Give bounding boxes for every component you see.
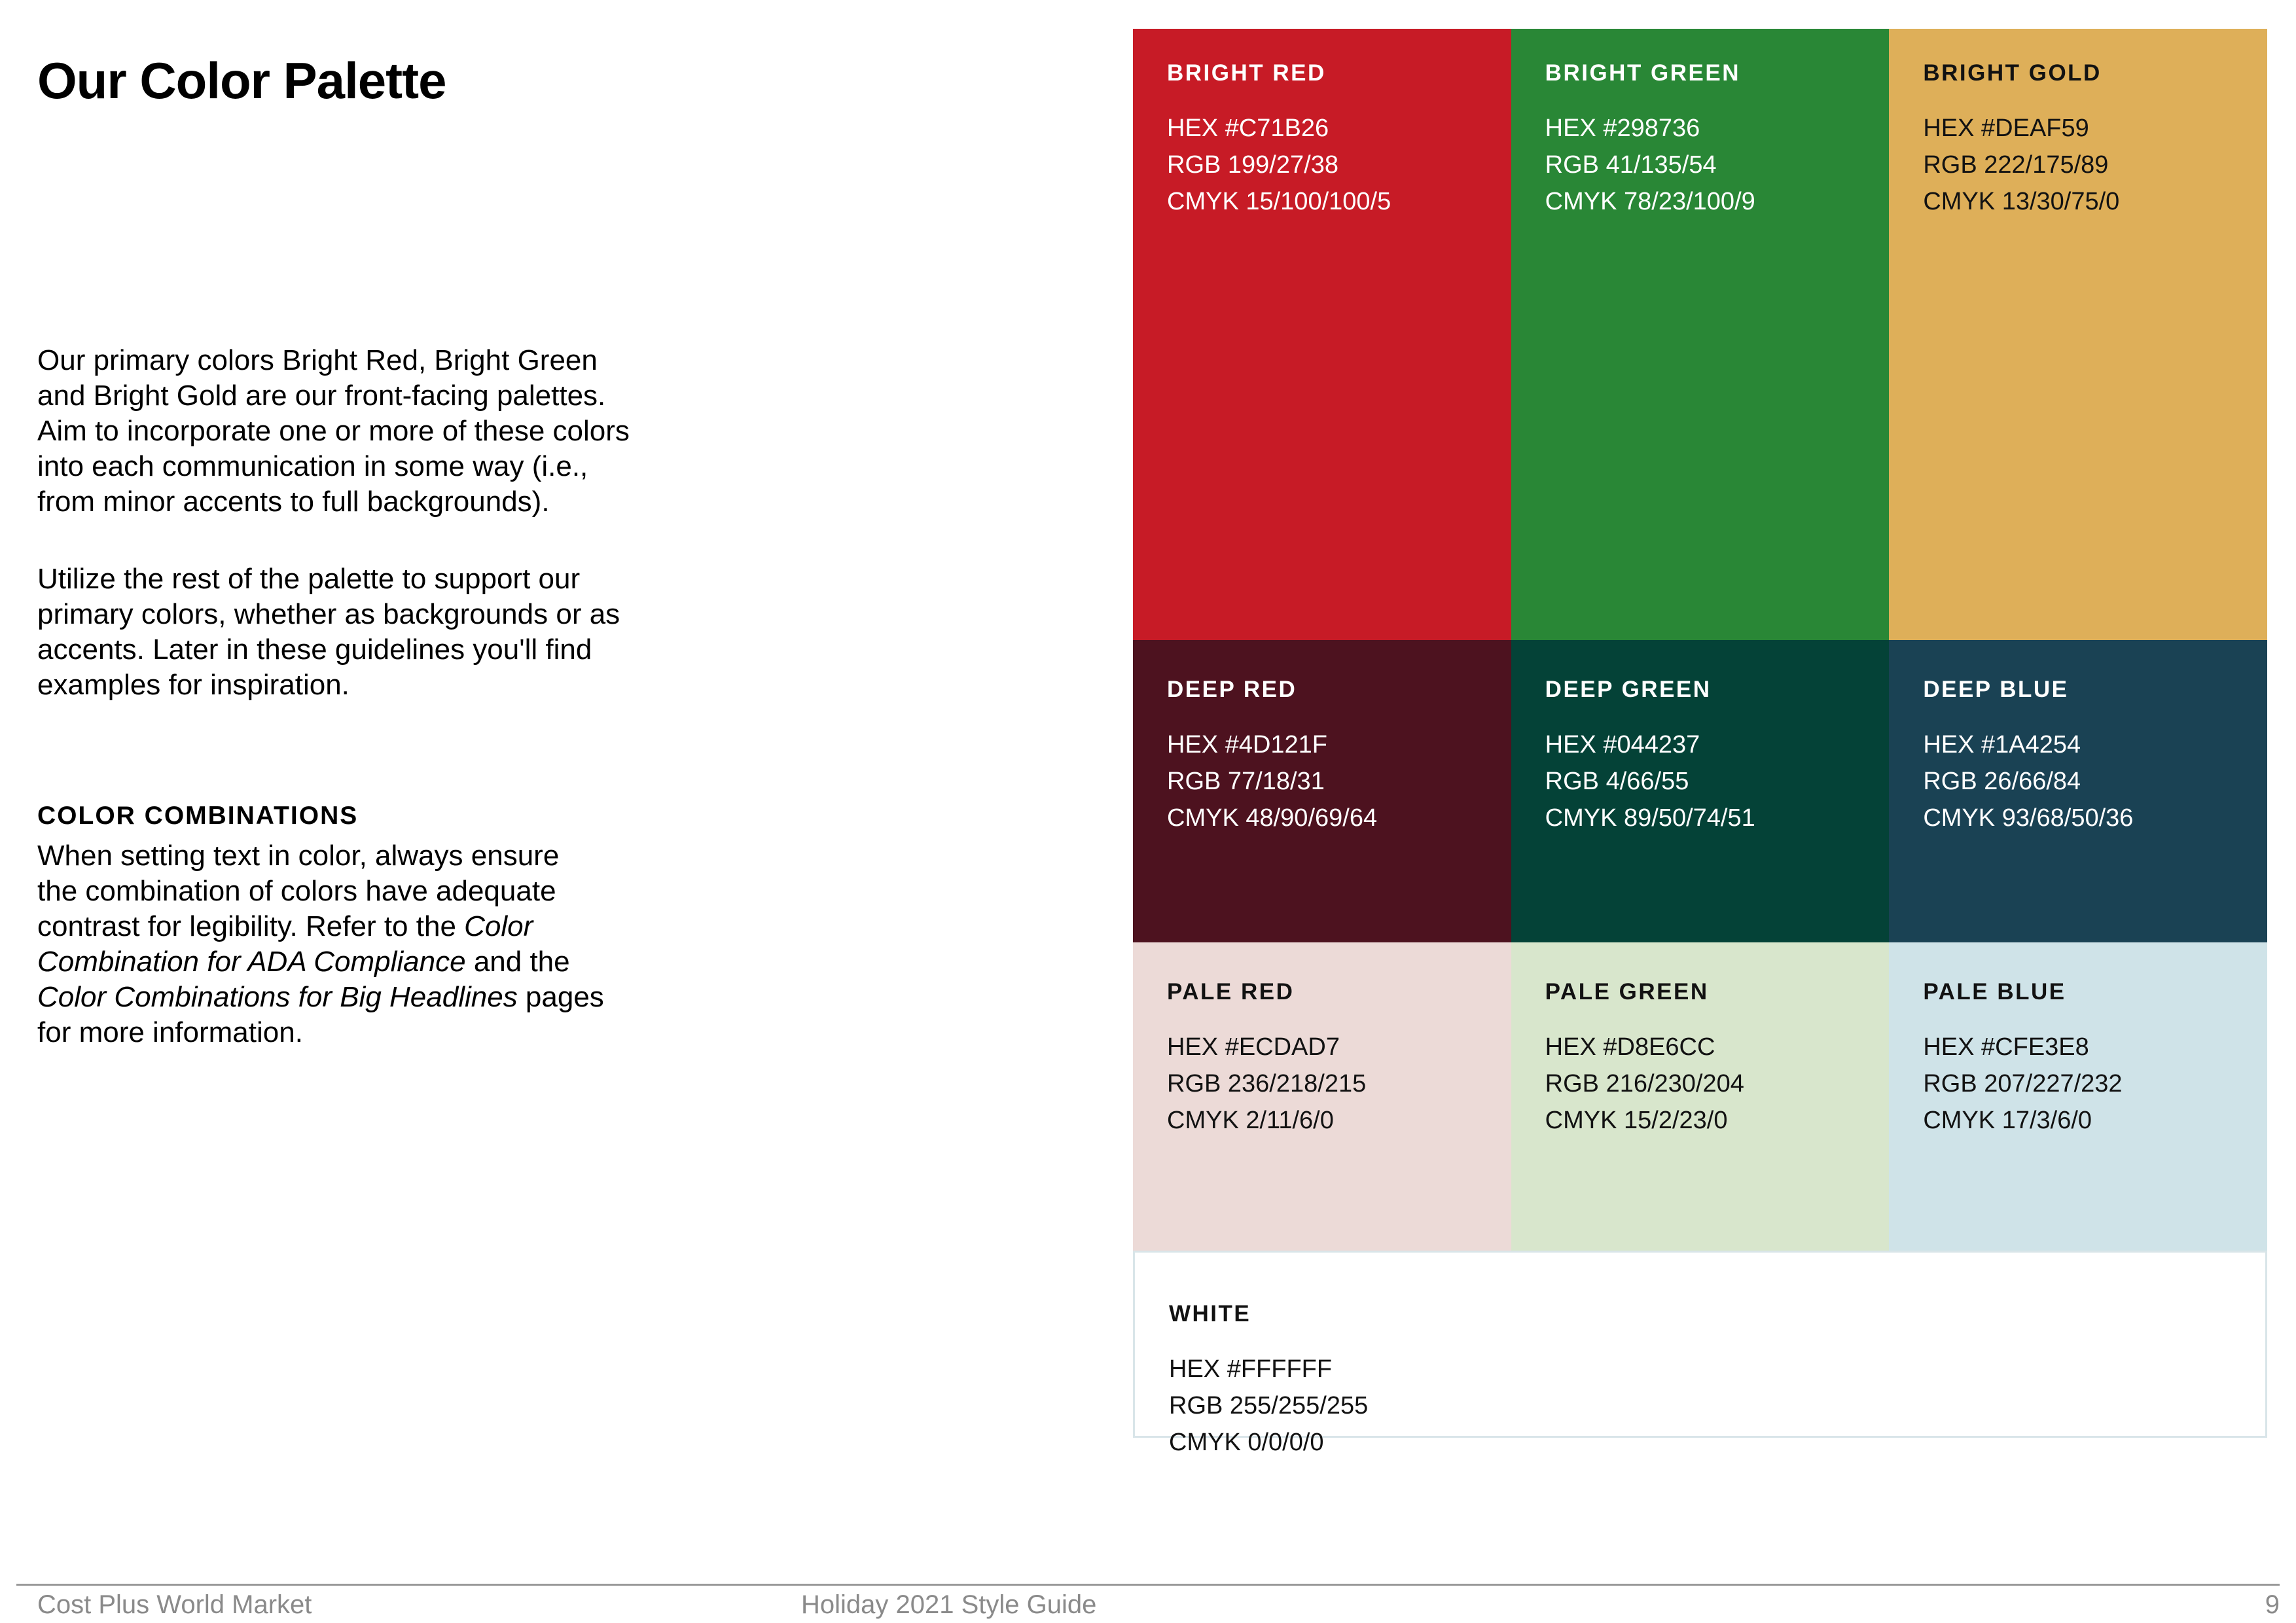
swatch-name: WHITE [1169,1301,1251,1327]
footer-page-number: 9 [2265,1590,2280,1619]
swatch-rgb: RGB 199/27/38 [1167,151,1338,179]
swatch-deep-green: DEEP GREEN HEX #044237 RGB 4/66/55 CMYK … [1511,640,1890,942]
pale-row: PALE RED HEX #ECDAD7 RGB 236/218/215 CMY… [1133,942,2268,1251]
swatch-name: PALE RED [1167,979,1295,1005]
swatch-cmyk: CMYK 93/68/50/36 [1923,804,2134,832]
swatch-cmyk: CMYK 2/11/6/0 [1167,1107,1334,1134]
swatch-rgb: RGB 236/218/215 [1167,1070,1367,1097]
swatch-hex: HEX #C71B26 [1167,115,1329,142]
swatch-hex: HEX #4D121F [1167,731,1328,758]
swatch-cmyk: CMYK 89/50/74/51 [1545,804,1755,832]
swatch-rgb: RGB 216/230/204 [1545,1070,1744,1097]
swatch-cmyk: CMYK 0/0/0/0 [1169,1429,1324,1456]
swatch-name: DEEP BLUE [1923,677,2069,702]
swatch-cmyk: CMYK 15/2/23/0 [1545,1107,1728,1134]
swatch-bright-red: BRIGHT RED HEX #C71B26 RGB 199/27/38 CMY… [1133,29,1511,640]
intro-paragraph: Our primary colors Bright Red, Bright Gr… [37,344,630,518]
swatch-rgb: RGB 77/18/31 [1167,768,1325,795]
footer-brand: Cost Plus World Market [37,1590,312,1619]
swatch-rgb: RGB 26/66/84 [1923,768,2081,795]
swatch-hex: HEX #1A4254 [1923,731,2081,758]
swatch-hex: HEX #298736 [1545,115,1700,142]
swatch-rgb: RGB 41/135/54 [1545,151,1717,179]
deep-row: DEEP RED HEX #4D121F RGB 77/18/31 CMYK 4… [1133,640,2268,942]
swatch-white: WHITE HEX #FFFFFF RGB 255/255/255 CMYK 0… [1133,1251,2267,1456]
swatch-bright-gold: BRIGHT GOLD HEX #DEAF59 RGB 222/175/89 C… [1889,29,2268,640]
swatch-name: BRIGHT GOLD [1923,60,2102,86]
footer-doc-title: Holiday 2021 Style Guide [801,1590,1097,1619]
swatch-name: PALE BLUE [1923,979,2066,1005]
swatch-rgb: RGB 222/175/89 [1923,151,2109,179]
swatch-hex: HEX #FFFFFF [1169,1355,1333,1383]
swatch-rgb: RGB 207/227/232 [1923,1070,2123,1097]
bright-row: BRIGHT RED HEX #C71B26 RGB 199/27/38 CMY… [1133,29,2268,640]
swatch-cmyk: CMYK 15/100/100/5 [1167,188,1391,215]
swatch-name: PALE GREEN [1545,979,1709,1005]
swatch-cmyk: CMYK 13/30/75/0 [1923,188,2120,215]
palette-grid: BRIGHT RED HEX #C71B26 RGB 199/27/38 CMY… [1133,29,2268,1456]
palette-usage-paragraph: Utilize the rest of the palette to suppo… [37,563,620,701]
swatch-pale-blue: PALE BLUE HEX #CFE3E8 RGB 207/227/232 CM… [1889,942,2268,1251]
swatch-pale-green: PALE GREEN HEX #D8E6CC RGB 216/230/204 C… [1511,942,1890,1251]
swatch-hex: HEX #ECDAD7 [1167,1033,1340,1061]
swatch-deep-blue: DEEP BLUE HEX #1A4254 RGB 26/66/84 CMYK … [1889,640,2268,942]
swatch-rgb: RGB 4/66/55 [1545,768,1689,795]
swatch-deep-red: DEEP RED HEX #4D121F RGB 77/18/31 CMYK 4… [1133,640,1511,942]
swatch-cmyk: CMYK 17/3/6/0 [1923,1107,2092,1134]
swatch-rgb: RGB 255/255/255 [1169,1392,1369,1419]
swatch-name: BRIGHT RED [1167,60,1326,86]
color-combinations-heading: COLOR COMBINATIONS [37,802,359,830]
swatch-hex: HEX #044237 [1545,731,1700,758]
swatch-name: DEEP GREEN [1545,677,1712,702]
ada-compliance-paragraph: When setting text in color, always ensur… [37,840,604,1048]
swatch-cmyk: CMYK 78/23/100/9 [1545,188,1755,215]
swatch-pale-red: PALE RED HEX #ECDAD7 RGB 236/218/215 CMY… [1133,942,1511,1251]
swatch-hex: HEX #D8E6CC [1545,1033,1715,1061]
swatch-cmyk: CMYK 48/90/69/64 [1167,804,1378,832]
page-title: Our Color Palette [37,52,446,110]
footer-rule [16,1584,2280,1586]
swatch-hex: HEX #DEAF59 [1923,115,2089,142]
swatch-bright-green: BRIGHT GREEN HEX #298736 RGB 41/135/54 C… [1511,29,1890,640]
swatch-name: DEEP RED [1167,677,1297,702]
swatch-name: BRIGHT GREEN [1545,60,1741,86]
swatch-hex: HEX #CFE3E8 [1923,1033,2089,1061]
